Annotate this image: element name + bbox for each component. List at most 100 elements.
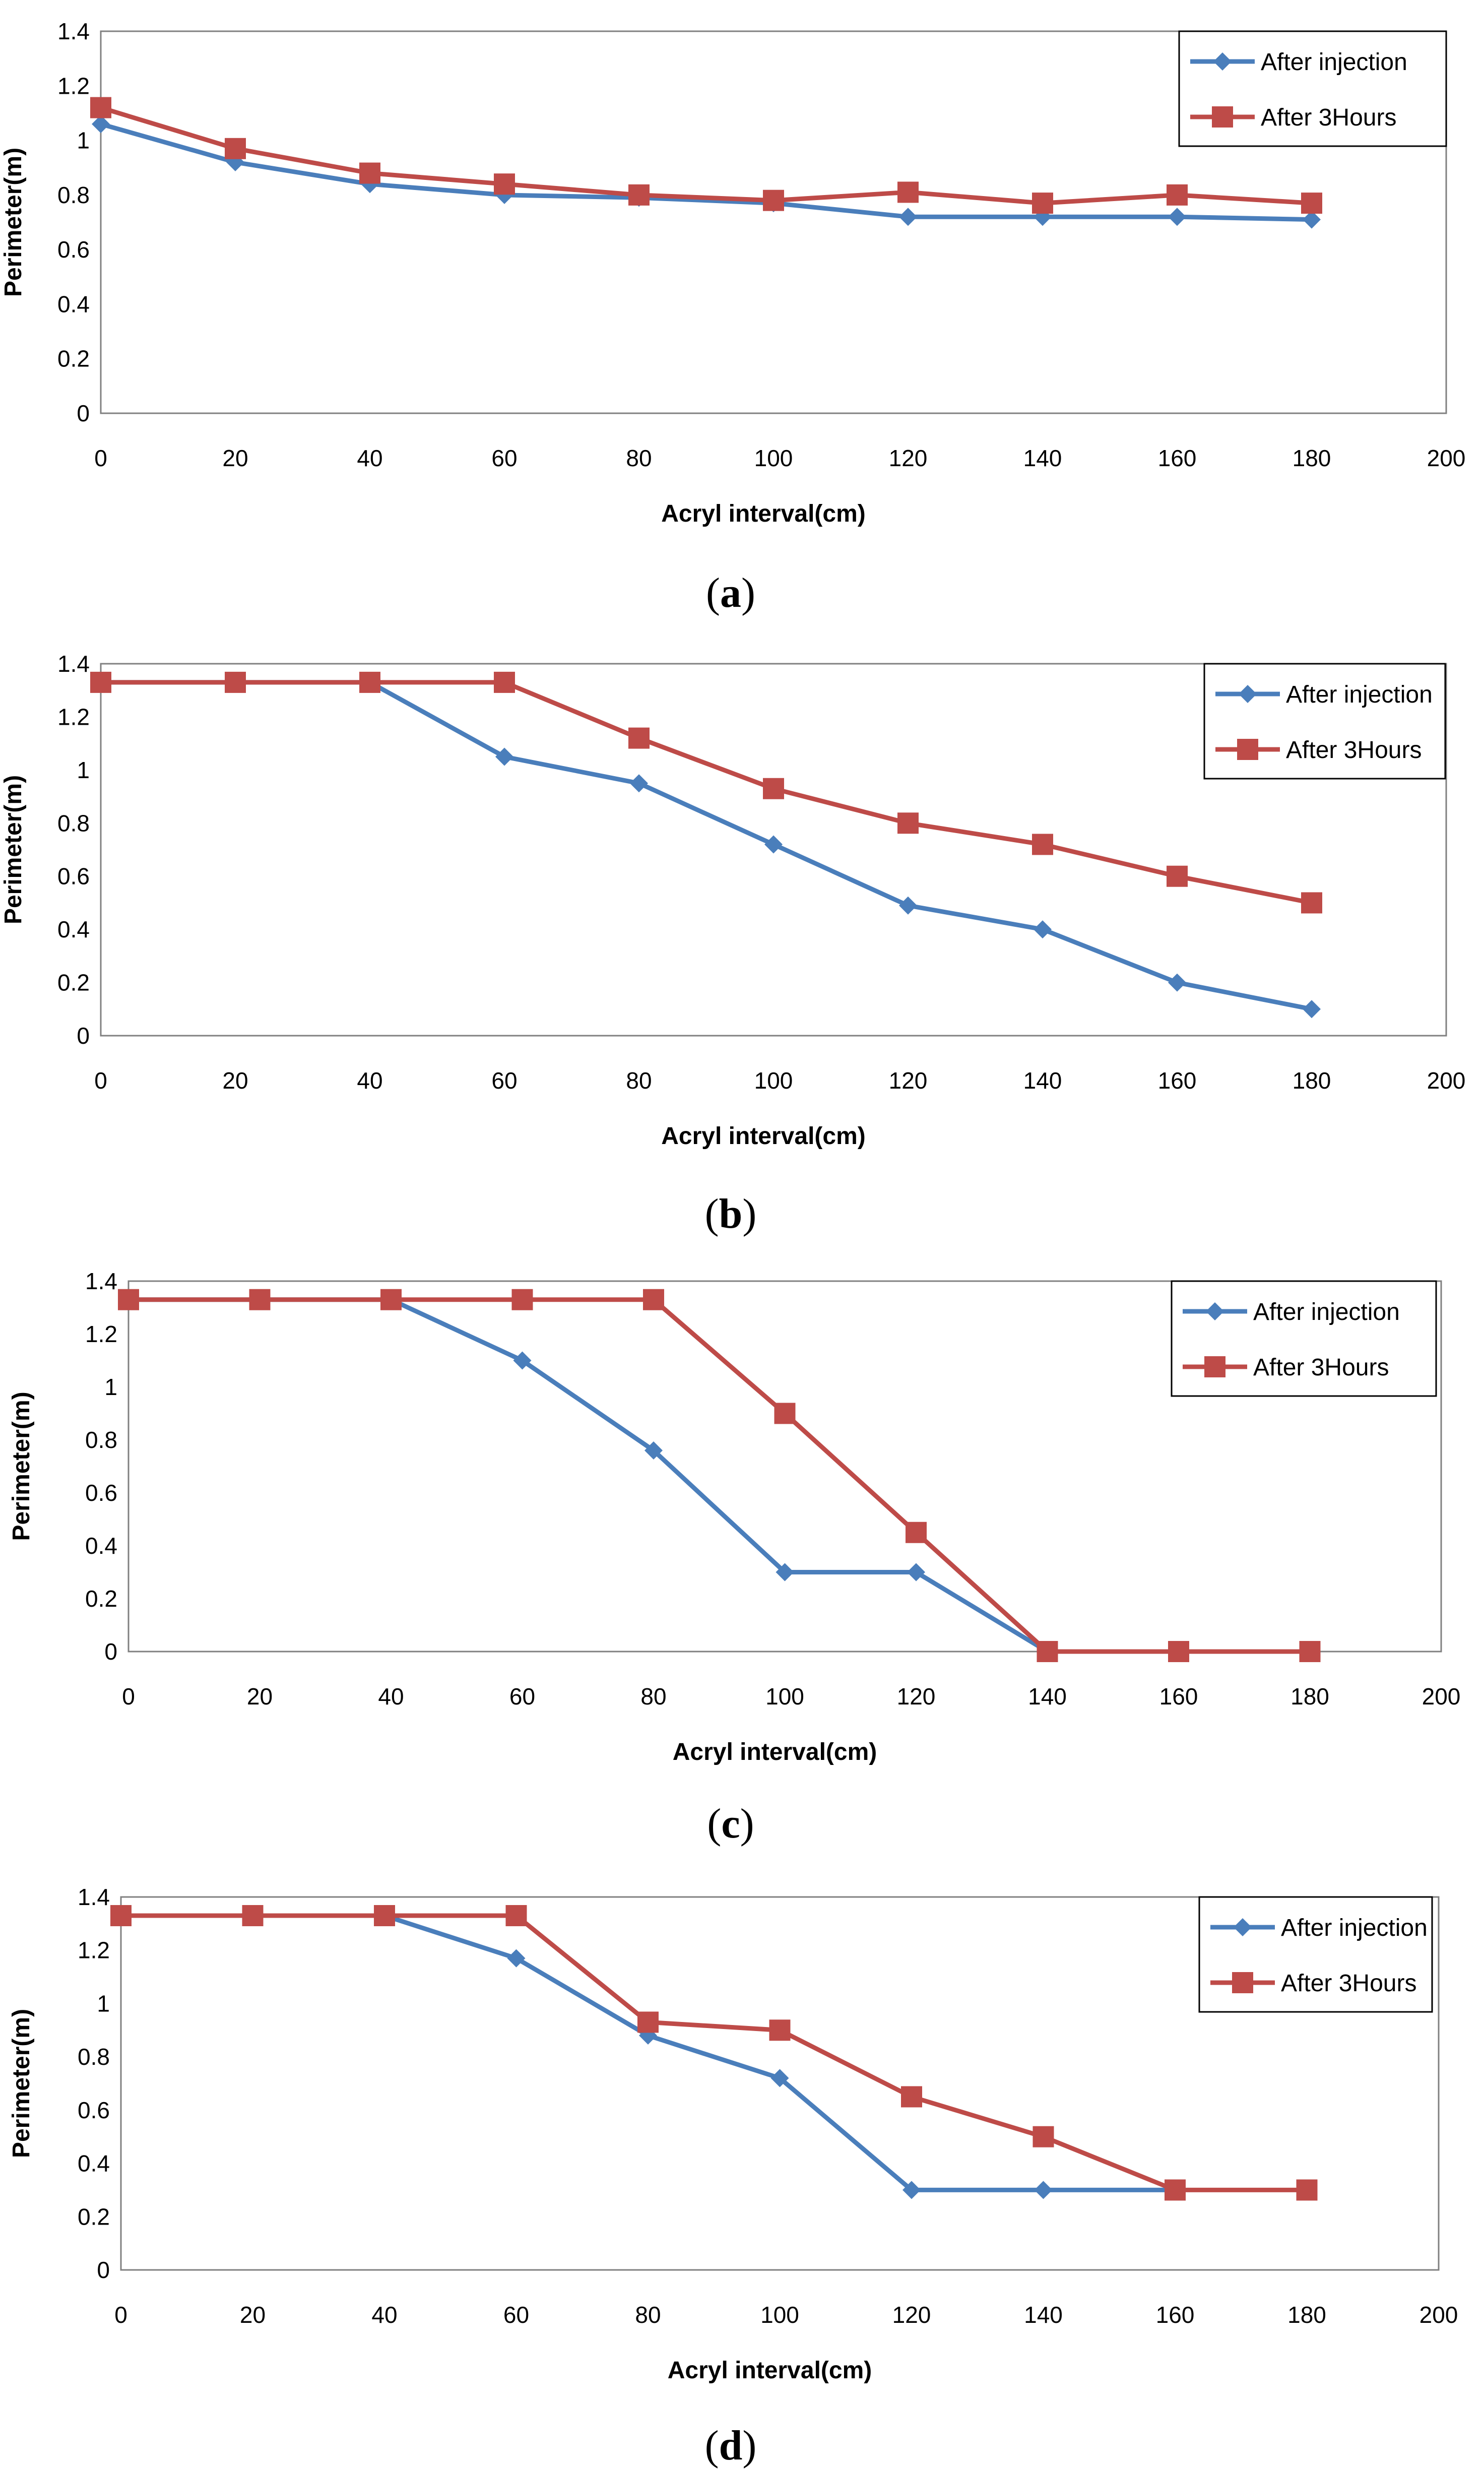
data-point-after-3hours [380, 1289, 402, 1310]
panel-label-d: (d) [704, 2422, 757, 2469]
x-tick-label: 100 [760, 2302, 799, 2328]
panel-label-b: (b) [704, 1190, 757, 1237]
data-point-after-3hours [643, 1289, 664, 1310]
x-tick-label: 80 [635, 2302, 661, 2328]
x-tick-label: 120 [897, 1683, 936, 1710]
panel-letter-d: d [719, 2422, 743, 2469]
x-tick-label: 100 [765, 1683, 804, 1710]
legend-label: After 3Hours [1261, 104, 1396, 131]
data-point-after-3hours [242, 1905, 264, 1926]
chart-panel-b: 0 0.2 0.4 0.6 0.8 1 1.2 1.4 0 20 40 60 80 100 120 140 16… [0, 617, 1484, 1237]
panel-letter-a: a [720, 569, 741, 616]
data-point-after-3hours [494, 173, 515, 195]
legend-marker [1212, 106, 1233, 128]
y-tick-label: 1.2 [57, 704, 90, 730]
x-tick-label: 200 [1422, 1683, 1461, 1710]
data-point-after-injection [1034, 2181, 1053, 2199]
y-tick-label: 0.6 [57, 863, 90, 890]
x-tick-label: 60 [509, 1683, 535, 1710]
legend-label: After 3Hours [1281, 1970, 1416, 1997]
data-point-after-3hours [225, 138, 246, 159]
x-tick-label: 120 [889, 445, 928, 471]
y-tick-label: 0.6 [57, 236, 90, 263]
chart-svg-a: 0 0.2 0.4 0.6 0.8 1 1.2 1.4 0 20 40 60 80 100 120 140 16… [0, 18, 1466, 527]
x-tick-label: 180 [1293, 445, 1331, 471]
x-tick-label: 200 [1427, 445, 1466, 471]
x-tick-label: 100 [754, 1067, 793, 1094]
data-point-after-3hours [897, 181, 919, 203]
chart-panel-d: 0 0.2 0.4 0.6 0.8 1 1.2 1.4 0 20 40 60 80 100 120 140 16… [0, 1849, 1484, 2468]
y-tick-label: 0.6 [78, 2097, 110, 2123]
chart-svg-c: 0 0.2 0.4 0.6 0.8 1 1.2 1.4 0 20 40 60 80 100 120 140 16… [8, 1268, 1461, 1765]
data-point-after-injection [764, 835, 783, 854]
x-tick-label: 120 [892, 2302, 931, 2328]
x-tick-label: 60 [503, 2302, 529, 2328]
y-tick-label: 0.2 [78, 2203, 110, 2230]
data-point-after-3hours [763, 189, 784, 211]
legend-label: After injection [1261, 49, 1407, 76]
data-point-after-3hours [225, 671, 246, 693]
data-point-after-3hours [906, 1522, 927, 1543]
data-point-after-injection [1168, 208, 1186, 226]
x-tick-label: 160 [1159, 1683, 1198, 1710]
x-axis-title: Acryl interval(cm) [661, 1123, 866, 1150]
x-axis-title: Acryl interval(cm) [661, 500, 866, 527]
data-point-after-3hours [628, 184, 650, 206]
y-tick-label: 0 [97, 2257, 110, 2283]
data-point-after-injection [899, 896, 917, 915]
legend-marker [1206, 1302, 1224, 1320]
data-point-after-3hours [774, 1403, 796, 1424]
legend-marker [1239, 685, 1257, 703]
x-tick-label: 0 [94, 1067, 107, 1094]
x-tick-label: 40 [371, 2302, 397, 2328]
data-point-after-3hours [1168, 1641, 1189, 1662]
x-tick-label: 0 [114, 2302, 127, 2328]
y-tick-label: 1.4 [57, 651, 90, 677]
x-tick-label: 0 [122, 1683, 135, 1710]
y-axis-title: Perimeter(m) [0, 775, 27, 924]
y-tick-label: 0.4 [78, 2150, 110, 2177]
legend-label: After injection [1281, 1915, 1428, 1941]
data-point-after-3hours [494, 671, 515, 693]
y-tick-label: 1.2 [85, 1321, 117, 1347]
legend-marker [1213, 52, 1232, 71]
y-tick-label: 0.2 [57, 346, 90, 372]
data-point-after-3hours [628, 727, 650, 749]
y-tick-label: 1.4 [78, 1884, 110, 1910]
x-tick-label: 20 [222, 445, 248, 471]
data-point-after-injection [495, 747, 513, 766]
x-tick-label: 180 [1291, 1683, 1329, 1710]
data-point-after-injection [1168, 973, 1186, 992]
legend-marker [1232, 1972, 1253, 1993]
x-tick-label: 80 [626, 445, 652, 471]
data-point-after-3hours [1301, 193, 1322, 214]
series-line-after-injection [100, 121, 1312, 222]
data-point-after-3hours [1299, 1641, 1321, 1662]
x-tick-label: 180 [1287, 2302, 1326, 2328]
data-point-after-injection [770, 2069, 789, 2087]
x-tick-label: 20 [222, 1067, 248, 1094]
data-point-after-3hours [897, 812, 919, 834]
panel-label-c: (c) [707, 1800, 754, 1847]
x-axis-title: Acryl interval(cm) [673, 1739, 877, 1765]
data-point-after-3hours [374, 1905, 395, 1926]
data-point-after-3hours [359, 162, 380, 184]
y-tick-label: 1 [97, 1990, 110, 2016]
x-tick-label: 160 [1158, 445, 1197, 471]
x-tick-label: 120 [889, 1067, 928, 1094]
series-line-after-3hours [100, 105, 1312, 206]
data-point-after-3hours [1165, 2179, 1186, 2201]
legend-label: After 3Hours [1253, 1354, 1389, 1381]
x-tick-label: 140 [1023, 1067, 1062, 1094]
x-tick-label: 40 [357, 445, 382, 471]
y-tick-label: 0.4 [57, 916, 90, 942]
legend-marker [1237, 739, 1258, 760]
x-tick-label: 80 [626, 1067, 652, 1094]
x-tick-label: 60 [491, 1067, 517, 1094]
x-tick-label: 140 [1024, 2302, 1063, 2328]
data-point-after-3hours [1167, 865, 1188, 887]
y-tick-label: 0 [104, 1638, 117, 1665]
y-tick-label: 1.2 [57, 73, 90, 99]
panel-label-a: (a) [706, 569, 755, 616]
data-point-after-3hours [505, 1905, 527, 1926]
